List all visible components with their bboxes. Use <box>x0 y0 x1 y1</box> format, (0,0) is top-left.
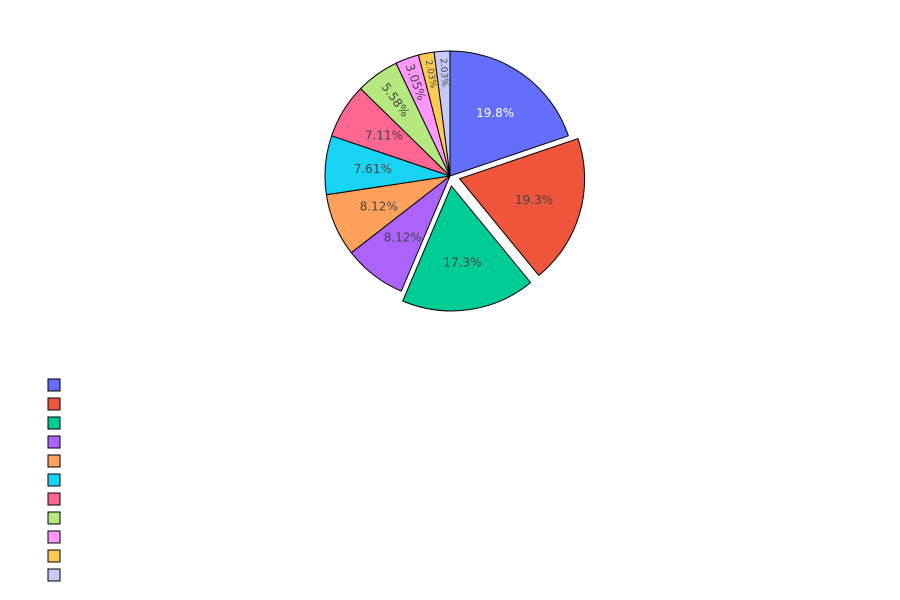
legend-item[interactable] <box>47 568 61 582</box>
pie-slice-label: 7.61% <box>354 162 392 176</box>
legend-item[interactable] <box>47 416 61 430</box>
legend-swatch[interactable] <box>47 435 61 449</box>
pie-slice-label: 8.12% <box>384 230 422 244</box>
legend-item[interactable] <box>47 511 61 525</box>
legend-swatch[interactable] <box>47 568 61 582</box>
legend-swatch[interactable] <box>47 530 61 544</box>
legend-item[interactable] <box>47 397 61 411</box>
legend-swatch[interactable] <box>47 378 61 392</box>
legend-item[interactable] <box>47 435 61 449</box>
legend-item[interactable] <box>47 549 61 563</box>
legend-swatch[interactable] <box>47 549 61 563</box>
legend-swatch[interactable] <box>47 511 61 525</box>
pie-slice-label: 2.03% <box>437 58 449 88</box>
pie-slice-label: 19.8% <box>476 106 514 120</box>
pie-slices <box>324 50 586 312</box>
legend-swatch[interactable] <box>47 473 61 487</box>
legend-swatch[interactable] <box>47 454 61 468</box>
pie-slice-label: 7.11% <box>365 128 403 142</box>
legend <box>47 378 61 582</box>
legend-item[interactable] <box>47 473 61 487</box>
legend-item[interactable] <box>47 530 61 544</box>
legend-item[interactable] <box>47 492 61 506</box>
pie-slice[interactable] <box>402 185 532 312</box>
legend-item[interactable] <box>47 454 61 468</box>
legend-item[interactable] <box>47 378 61 392</box>
pie-slice-label: 19.3% <box>515 193 553 207</box>
legend-swatch[interactable] <box>47 416 61 430</box>
legend-swatch[interactable] <box>47 397 61 411</box>
pie-slice-label: 17.3% <box>443 256 481 270</box>
pie-slice[interactable] <box>449 50 569 177</box>
pie-slice[interactable] <box>433 50 451 177</box>
pie-slice-label: 8.12% <box>360 200 398 214</box>
legend-swatch[interactable] <box>47 492 61 506</box>
pie-slice[interactable] <box>459 138 586 276</box>
